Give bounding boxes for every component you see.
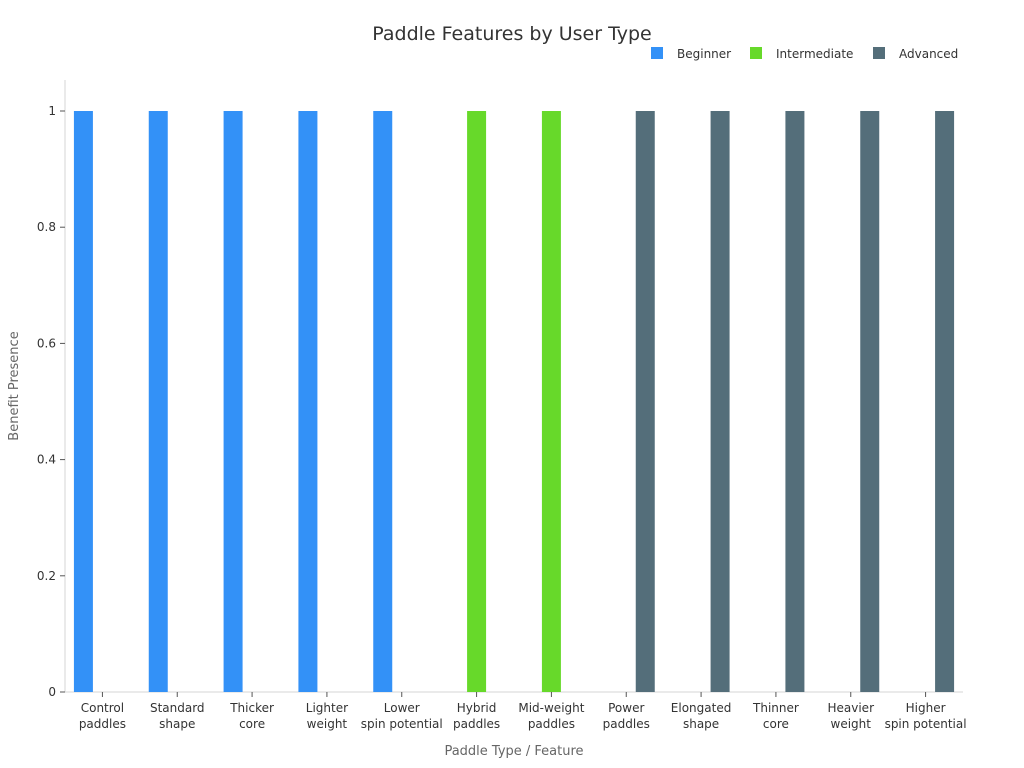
legend-label: Beginner: [677, 47, 731, 61]
y-tick-label: 1: [48, 104, 56, 118]
legend-item-beginner[interactable]: Beginner: [651, 47, 731, 61]
x-tick-label: Standard shape: [150, 701, 205, 731]
bar-intermediate: [467, 111, 487, 692]
x-tick-label: Higher spin potential: [885, 701, 967, 731]
y-tick-label: 0.6: [37, 336, 56, 350]
y-tick-label: 0.8: [37, 220, 56, 234]
y-tick-label: 0: [48, 685, 56, 699]
y-tick-label: 0.2: [37, 569, 56, 583]
x-axis-title: Paddle Type / Feature: [444, 744, 583, 759]
bar-advanced: [935, 111, 955, 692]
bar-beginner: [373, 111, 393, 692]
x-tick-label: Elongated shape: [671, 701, 732, 731]
legend-item-intermediate[interactable]: Intermediate: [750, 47, 853, 61]
legend: Beginner Intermediate Advanced: [651, 47, 958, 61]
bar-beginner: [148, 111, 168, 692]
bar-advanced: [860, 111, 880, 692]
x-tick-label: Thinner core: [752, 701, 799, 731]
chart-title: Paddle Features by User Type: [372, 23, 651, 45]
bar-beginner: [223, 111, 243, 692]
legend-swatch: [873, 47, 885, 59]
bar-advanced: [710, 111, 730, 692]
x-tick-label: Control paddles: [79, 701, 126, 731]
x-tick-label: Mid-weight paddles: [518, 701, 584, 731]
bar-advanced: [785, 111, 805, 692]
legend-swatch: [651, 47, 663, 59]
x-tick-label: Lighter weight: [306, 701, 348, 731]
legend-item-advanced[interactable]: Advanced: [873, 47, 958, 61]
bar-beginner: [73, 111, 93, 692]
legend-label: Advanced: [899, 47, 958, 61]
y-tick-label: 0.4: [37, 453, 56, 467]
x-tick-label: Heavier weight: [827, 701, 874, 731]
legend-swatch: [750, 47, 762, 59]
y-axis-title: Benefit Presence: [7, 331, 22, 440]
plot-area: 0 0.2 0.4 0.6 0.8 1 Control paddles Standard shap…: [37, 80, 967, 731]
x-tick-label: Power paddles: [603, 701, 650, 731]
legend-label: Intermediate: [776, 47, 853, 61]
x-tick-label: Thicker core: [229, 701, 274, 731]
bar-advanced: [635, 111, 655, 692]
bar-intermediate: [541, 111, 561, 692]
x-tick-label: Lower spin potential: [361, 701, 443, 731]
x-tick-label: Hybrid paddles: [453, 701, 500, 731]
bar-beginner: [298, 111, 318, 692]
